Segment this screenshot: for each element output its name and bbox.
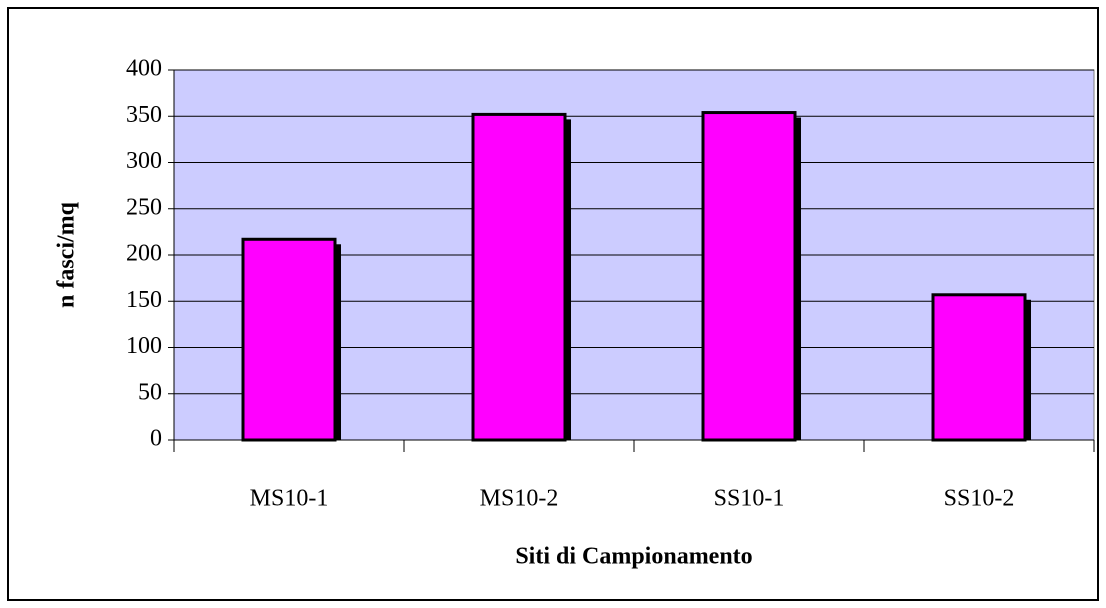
y-tick-label: 150	[126, 287, 162, 313]
x-tick-label: SS10-1	[714, 486, 785, 512]
x-tick-label: SS10-2	[944, 486, 1015, 512]
y-tick-label: 250	[126, 194, 162, 220]
bar	[701, 111, 797, 442]
y-tick-label: 100	[126, 333, 162, 359]
y-tick-label: 50	[138, 379, 162, 405]
x-tick-label: MS10-1	[250, 486, 329, 512]
y-tick-label: 0	[150, 426, 162, 452]
bar	[471, 112, 567, 442]
y-axis-title: n fasci/mq	[54, 201, 80, 308]
x-axis-title: Siti di Campionamento	[515, 544, 752, 570]
y-tick-label: 350	[126, 102, 162, 128]
y-tick-label: 300	[126, 148, 162, 174]
bar	[931, 293, 1027, 442]
x-tick-label: MS10-2	[480, 486, 559, 512]
bar	[241, 237, 337, 442]
y-tick-label: 400	[126, 56, 162, 82]
y-tick-label: 200	[126, 241, 162, 267]
